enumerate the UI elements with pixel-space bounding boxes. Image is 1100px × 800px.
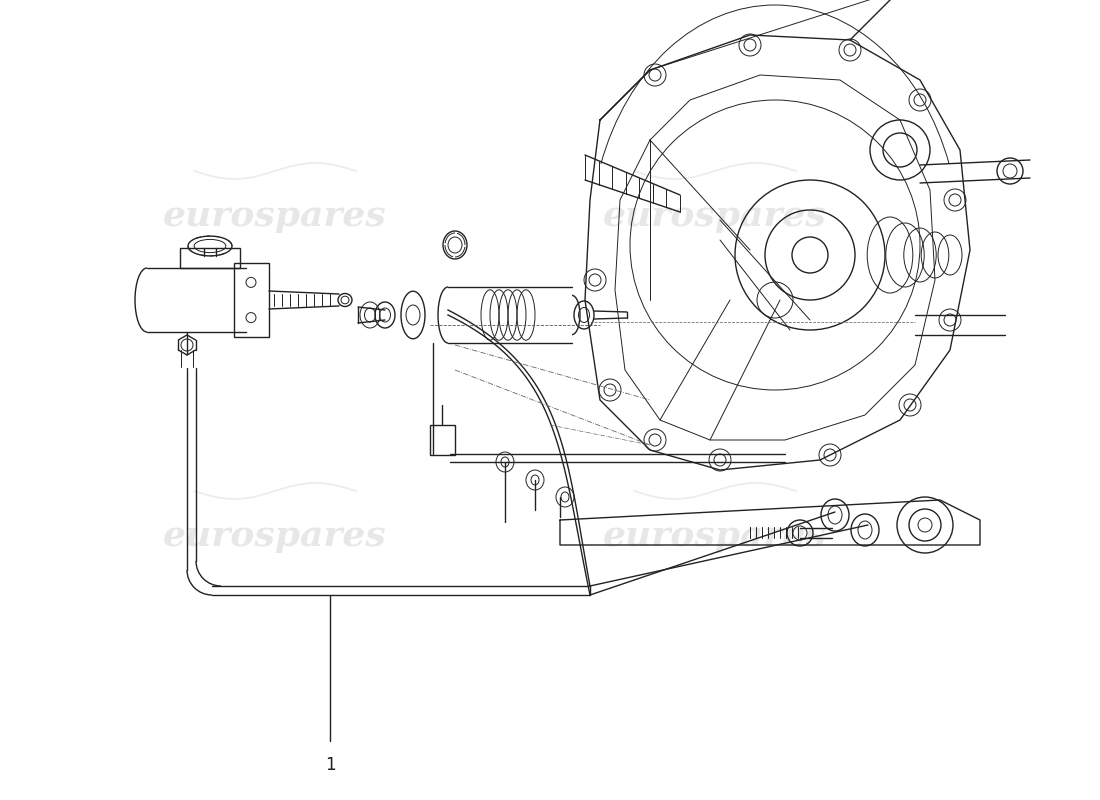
Text: eurospares: eurospares [603, 519, 827, 553]
Bar [430, 425, 455, 455]
Text: 1: 1 [324, 756, 336, 774]
Bar [180, 248, 240, 268]
Text: eurospares: eurospares [163, 199, 387, 233]
Text: eurospares: eurospares [163, 519, 387, 553]
Bar [234, 263, 270, 337]
Text: eurospares: eurospares [603, 199, 827, 233]
